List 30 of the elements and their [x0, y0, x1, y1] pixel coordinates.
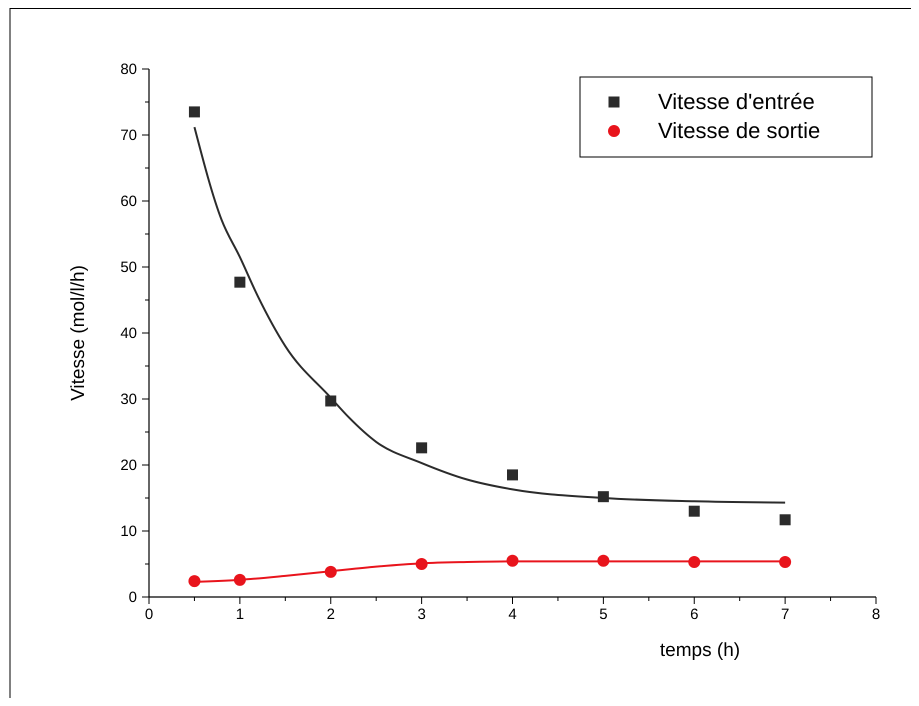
y-tick-label: 70 — [120, 127, 137, 144]
point — [188, 106, 200, 118]
x-tick-label: 4 — [508, 606, 517, 623]
x-tick-label: 0 — [144, 606, 154, 623]
x-tick-label: 8 — [872, 606, 880, 623]
y-axis-title: Vitesse (mol/l/h) — [68, 265, 89, 401]
y-tick-label: 60 — [120, 193, 137, 210]
point — [234, 276, 246, 288]
point — [507, 469, 518, 480]
legend-label: Vitesse d'entrée — [658, 89, 815, 114]
legend-label: Vitesse de sortie — [658, 118, 820, 143]
y-tick-label: 30 — [120, 391, 137, 408]
y-tick-label: 80 — [120, 61, 137, 78]
point — [688, 506, 700, 517]
x-tick-label: 5 — [599, 606, 608, 623]
x-tick-label: 1 — [236, 606, 244, 623]
x-tick-label: 2 — [326, 606, 335, 623]
y-tick-label: 0 — [128, 589, 137, 606]
point — [188, 575, 200, 588]
x-tick-label: 7 — [780, 606, 790, 623]
point — [780, 514, 791, 526]
y-tick-label: 20 — [120, 457, 137, 474]
y-tick-label: 10 — [120, 523, 137, 540]
point — [779, 556, 792, 568]
y-tick-label: 40 — [120, 325, 137, 342]
x-tick-label: 3 — [417, 606, 426, 623]
y-tick-label: 50 — [120, 259, 137, 276]
point — [416, 442, 428, 454]
x-tick-label: 6 — [690, 606, 698, 623]
x-axis-title: temps (h) — [660, 640, 740, 661]
